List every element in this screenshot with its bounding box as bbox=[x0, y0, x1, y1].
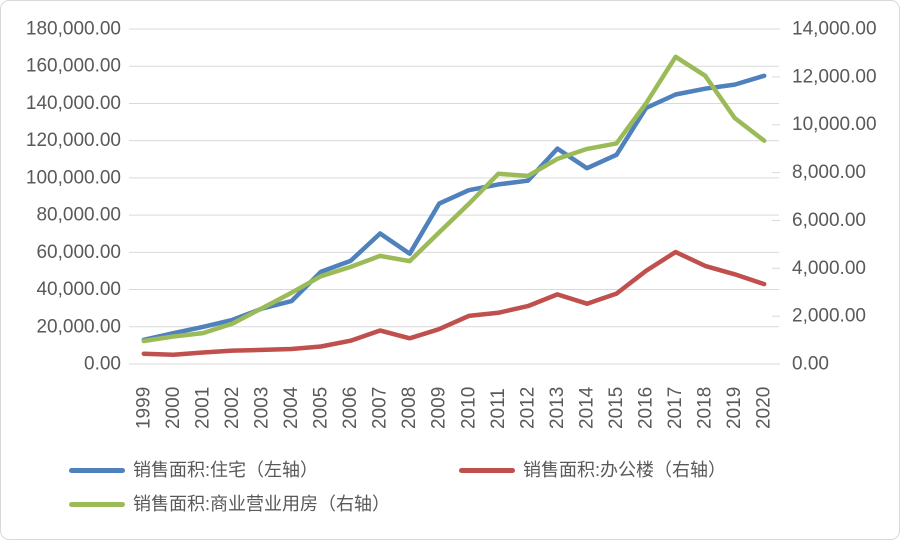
x-axis-tick-label: 2004 bbox=[281, 386, 302, 429]
x-axis-tick-label: 2014 bbox=[576, 386, 597, 429]
right-axis-tick-label: 14,000.00 bbox=[792, 19, 877, 40]
left-axis-tick-label: 100,000.00 bbox=[26, 167, 121, 188]
legend-label-office: 销售面积:办公楼（右轴） bbox=[523, 460, 726, 480]
right-axis-tick-label: 8,000.00 bbox=[792, 162, 866, 183]
series-line-1 bbox=[141, 249, 767, 357]
x-axis-tick-label: 2010 bbox=[458, 387, 479, 429]
left-axis-tick-label: 160,000.00 bbox=[26, 56, 121, 77]
right-axis-tick-label: 0.00 bbox=[792, 354, 829, 375]
x-axis-tick-label: 2015 bbox=[606, 387, 627, 429]
x-axis-tick-label: 2002 bbox=[222, 387, 243, 429]
x-axis-tick-label: 2018 bbox=[695, 387, 716, 429]
legend-swatch-commercial bbox=[69, 501, 125, 507]
left-axis-tick-label: 140,000.00 bbox=[26, 93, 121, 114]
series-line-0 bbox=[141, 73, 767, 343]
x-axis-tick-label: 2003 bbox=[251, 387, 272, 429]
x-axis-tick-label: 2007 bbox=[370, 387, 391, 429]
x-axis-tick-label: 2009 bbox=[429, 387, 450, 429]
left-axis-tick-label: 40,000.00 bbox=[36, 279, 121, 300]
legend-swatch-office bbox=[459, 467, 515, 473]
right-axis-tick-label: 10,000.00 bbox=[792, 114, 877, 135]
right-axis-tick-label: 4,000.00 bbox=[792, 258, 866, 279]
legend-item-office: 销售面积:办公楼（右轴） bbox=[459, 460, 726, 480]
x-axis-tick-label: 2000 bbox=[163, 387, 184, 429]
legend-item-commercial: 销售面积:商业营业用房（右轴） bbox=[69, 494, 390, 514]
left-axis-tick-label: 80,000.00 bbox=[36, 205, 121, 226]
right-axis-tick-label: 6,000.00 bbox=[792, 210, 866, 231]
x-axis-tick-label: 2020 bbox=[754, 387, 775, 429]
x-axis-tick-label: 2016 bbox=[636, 387, 657, 429]
x-axis-tick-label: 2011 bbox=[488, 388, 509, 429]
legend-swatch-residential bbox=[69, 467, 125, 473]
x-axis-tick-label: 2001 bbox=[192, 387, 213, 429]
legend-label-commercial: 销售面积:商业营业用房（右轴） bbox=[133, 494, 390, 514]
left-axis-tick-label: 120,000.00 bbox=[26, 130, 121, 151]
x-axis-tick-label: 2019 bbox=[724, 387, 745, 429]
x-axis-tick-label: 2005 bbox=[311, 387, 332, 429]
x-axis-tick-label: 2012 bbox=[517, 387, 538, 429]
x-axis-tick-label: 2013 bbox=[547, 387, 568, 429]
left-axis-tick-label: 20,000.00 bbox=[36, 316, 121, 337]
left-axis-tick-label: 180,000.00 bbox=[26, 19, 121, 40]
right-axis-tick-label: 2,000.00 bbox=[792, 306, 866, 327]
left-axis-tick-label: 60,000.00 bbox=[36, 242, 121, 263]
series-line-2 bbox=[141, 54, 767, 344]
legend-item-residential: 销售面积:住宅（左轴） bbox=[69, 460, 318, 480]
legend-label-residential: 销售面积:住宅（左轴） bbox=[133, 460, 318, 480]
left-axis-tick-label: 0.00 bbox=[84, 354, 121, 375]
x-axis-tick-label: 2017 bbox=[665, 387, 686, 429]
right-axis-tick-label: 12,000.00 bbox=[792, 66, 877, 87]
x-axis-tick-label: 1999 bbox=[133, 387, 154, 429]
x-axis-tick-label: 2008 bbox=[399, 387, 420, 429]
x-axis-tick-label: 2006 bbox=[340, 387, 361, 429]
